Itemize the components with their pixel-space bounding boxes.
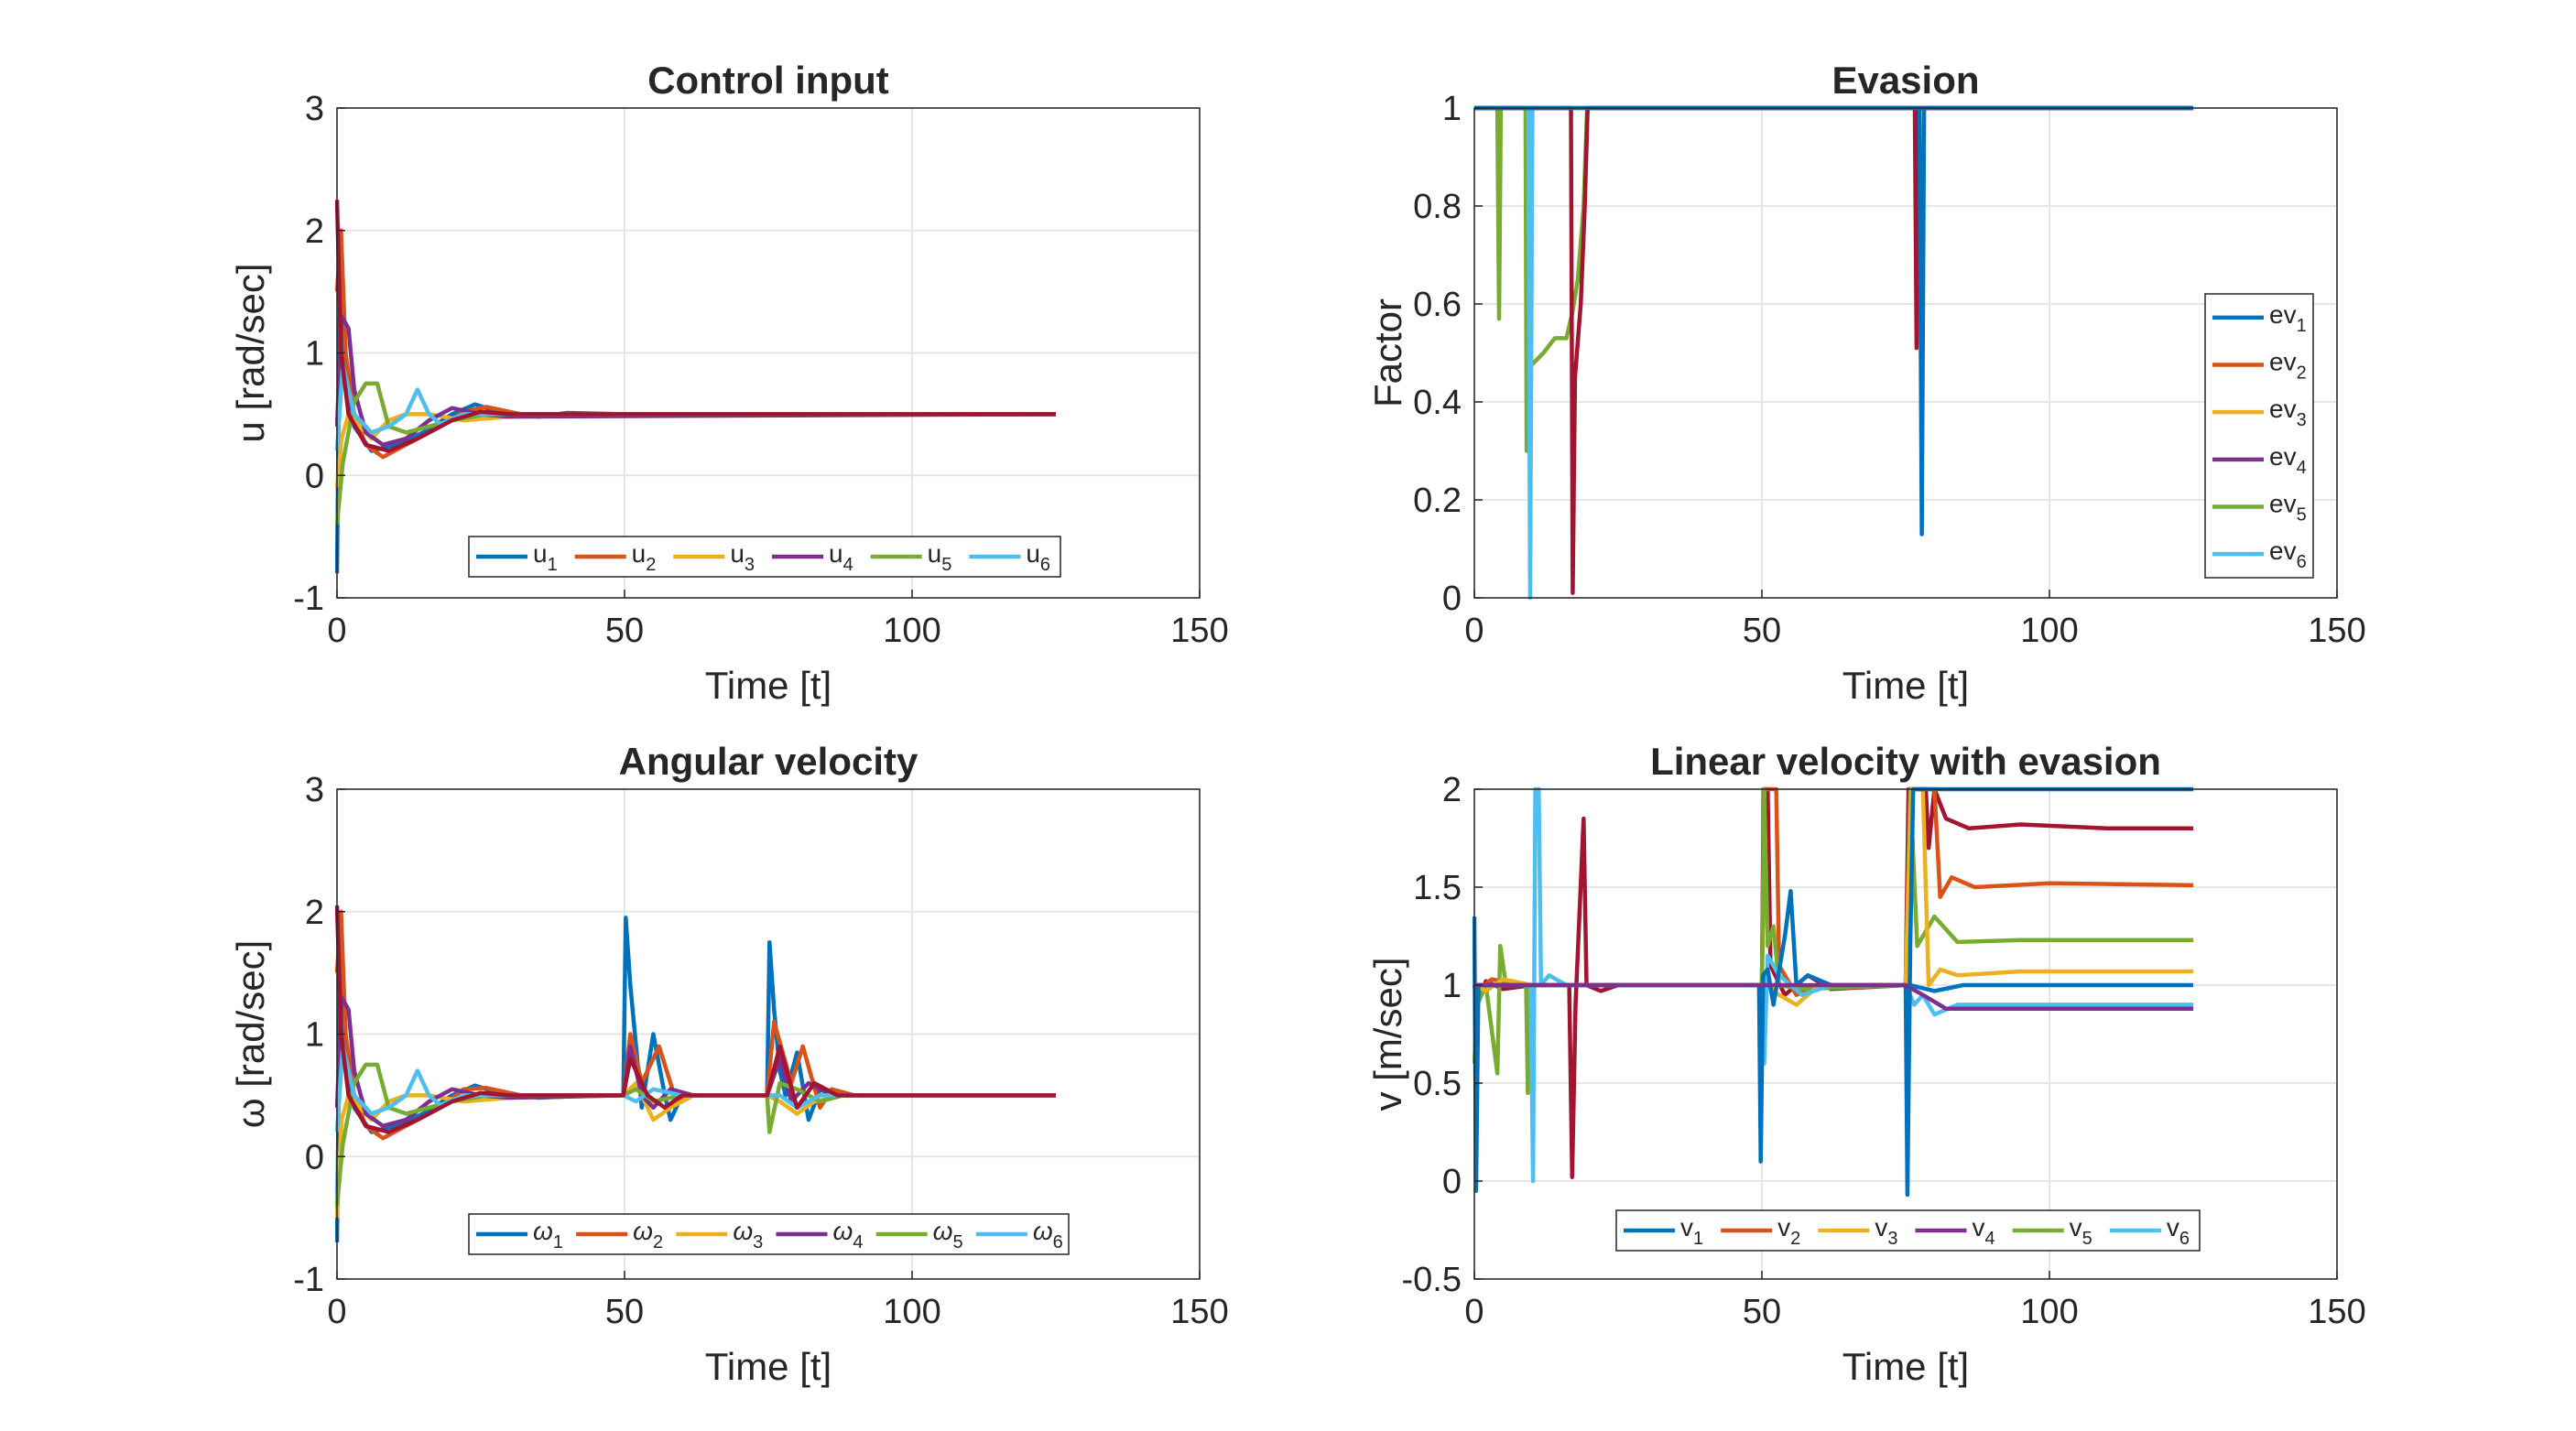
x-tick-label: 50 bbox=[605, 612, 644, 650]
y-tick-label: 3 bbox=[305, 90, 324, 128]
y-tick-label: -0.5 bbox=[1402, 1261, 1462, 1299]
y-tick-label: -1 bbox=[293, 1261, 324, 1299]
legend-entry: u1 bbox=[533, 539, 558, 575]
legend: v1 v2 v3 v4 v5 v6 bbox=[1615, 1209, 2201, 1252]
x-tick-label: 0 bbox=[1464, 1293, 1484, 1331]
y-tick-label: 0 bbox=[1442, 1163, 1462, 1201]
y-tick-label: 2 bbox=[1442, 771, 1462, 809]
y-tick-label: 0 bbox=[305, 1138, 324, 1176]
chart-evasion: 0 50 100 150 0 0.2 0.4 0.6 0.8 1 Evasion Time [t] Fa… bbox=[1366, 59, 2366, 707]
series-group bbox=[335, 905, 1056, 1242]
x-axis-label: Time [t] bbox=[705, 1345, 831, 1388]
x-tick-label: 150 bbox=[2308, 612, 2365, 650]
legend-entry: ω2 bbox=[633, 1217, 663, 1252]
legend: ev1 ev2 ev3 ev4 ev5 ev6 bbox=[2204, 293, 2314, 579]
x-tick-label: 0 bbox=[327, 1293, 346, 1331]
y-tick-label: 1 bbox=[305, 335, 324, 374]
plot-area bbox=[1474, 108, 2337, 598]
axes-box bbox=[1473, 788, 2338, 1280]
legend: u1 u2 u3 u4 u5 u6 bbox=[468, 536, 1061, 578]
series-line-ev4 bbox=[1474, 105, 2193, 595]
y-axis-label: v [m/sec] bbox=[1366, 957, 1409, 1111]
series-line-extra bbox=[335, 905, 1056, 1134]
legend-entry: v4 bbox=[1973, 1213, 1995, 1249]
legend-entry: ev6 bbox=[2269, 537, 2307, 572]
chart-title: Control input bbox=[647, 59, 889, 102]
x-tick-label: 150 bbox=[2308, 1293, 2365, 1331]
legend: ω1 ω2 ω3 ω4 ω5 ω6 bbox=[468, 1213, 1070, 1255]
series-line-extra bbox=[1474, 982, 2193, 1011]
legend-entry: ev3 bbox=[2269, 395, 2307, 430]
series-line-extra bbox=[335, 200, 1056, 453]
legend-box bbox=[2204, 293, 2314, 579]
legend-entry: v3 bbox=[1875, 1213, 1897, 1249]
legend-entry: ω3 bbox=[733, 1217, 763, 1252]
x-axis-label: Time [t] bbox=[1842, 1345, 1969, 1388]
y-axis-label: Factor bbox=[1366, 298, 1409, 407]
y-tick-label: 2 bbox=[305, 894, 324, 932]
legend-entry: ev1 bbox=[2269, 300, 2307, 336]
x-tick-label: 50 bbox=[1743, 1293, 1781, 1331]
legend-entry: ω4 bbox=[833, 1217, 864, 1252]
y-tick-label: 0.8 bbox=[1413, 188, 1462, 226]
x-tick-label: 150 bbox=[1170, 1293, 1228, 1331]
y-tick-label: 0.4 bbox=[1413, 384, 1462, 422]
y-tick-label: 0 bbox=[305, 457, 324, 495]
legend-box bbox=[468, 536, 1061, 578]
chart-title: Evasion bbox=[1831, 59, 1979, 102]
legend-entry: ev5 bbox=[2269, 490, 2307, 526]
x-tick-label: 0 bbox=[1464, 612, 1484, 650]
x-tick-label: 150 bbox=[1170, 612, 1228, 650]
chart-title: Angular velocity bbox=[619, 740, 918, 783]
x-axis-label: Time [t] bbox=[1842, 664, 1969, 707]
legend-entry: ω1 bbox=[533, 1217, 563, 1252]
x-tick-label: 100 bbox=[2020, 1293, 2078, 1331]
x-axis-label: Time [t] bbox=[705, 664, 831, 707]
y-axis-label: ω [rad/sec] bbox=[229, 940, 272, 1129]
x-tick-label: 50 bbox=[605, 1293, 644, 1331]
y-axis-label: u [rad/sec] bbox=[229, 263, 272, 442]
legend-entry: v1 bbox=[1680, 1213, 1703, 1249]
legend-entry: u6 bbox=[1026, 539, 1050, 575]
legend-box bbox=[468, 1213, 1070, 1255]
legend-entry: v2 bbox=[1777, 1213, 1800, 1249]
y-tick-label: 1 bbox=[1442, 90, 1462, 128]
axes-box bbox=[1473, 107, 2338, 599]
y-tick-label: 0.2 bbox=[1413, 482, 1462, 520]
y-tick-label: 0.5 bbox=[1413, 1065, 1462, 1103]
y-tick-label: 1 bbox=[305, 1016, 324, 1055]
x-tick-label: 0 bbox=[327, 612, 346, 650]
legend-entry: ev4 bbox=[2269, 442, 2307, 478]
legend-entry: u5 bbox=[928, 539, 952, 575]
legend-entry: u3 bbox=[730, 539, 755, 575]
x-tick-label: 50 bbox=[1743, 612, 1781, 650]
series-line-ev5 bbox=[1474, 105, 2193, 453]
legend-entry: u4 bbox=[829, 539, 853, 575]
legend-entry: v6 bbox=[2167, 1213, 2190, 1249]
y-tick-label: 2 bbox=[305, 212, 324, 251]
legend-entry: ev2 bbox=[2269, 348, 2307, 384]
legend-entry: ω5 bbox=[933, 1217, 963, 1252]
y-tick-label: -1 bbox=[293, 580, 324, 618]
y-tick-label: 1 bbox=[1442, 967, 1462, 1005]
y-tick-label: 0.6 bbox=[1413, 286, 1462, 324]
legend-entry: u2 bbox=[632, 539, 657, 575]
y-tick-label: 0 bbox=[1442, 580, 1462, 618]
x-tick-label: 100 bbox=[2020, 612, 2078, 650]
legend-box bbox=[1615, 1209, 2201, 1252]
legend-entry: v5 bbox=[2070, 1213, 2092, 1249]
legend-entry: ω6 bbox=[1033, 1217, 1063, 1252]
y-tick-label: 1.5 bbox=[1413, 869, 1462, 907]
series-group bbox=[335, 200, 1057, 574]
chart-title: Linear velocity with evasion bbox=[1650, 740, 2161, 783]
series-line-6 bbox=[335, 1044, 1056, 1133]
x-tick-label: 100 bbox=[883, 612, 940, 650]
series-line-extra bbox=[1909, 982, 2193, 993]
y-tick-label: 3 bbox=[305, 771, 324, 809]
x-tick-label: 100 bbox=[883, 1293, 940, 1331]
